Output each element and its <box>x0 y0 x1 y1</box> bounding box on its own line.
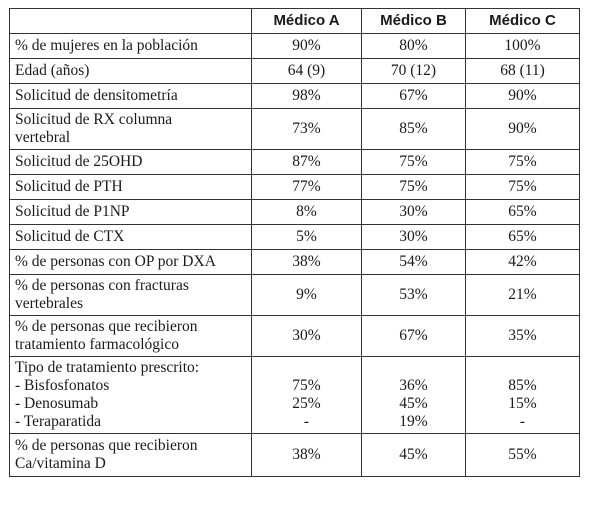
treatment-value: 19% <box>399 413 428 430</box>
value-medico-a: 5% <box>251 224 362 250</box>
treatment-values-medico-b: 36% 45% 19% <box>361 356 466 434</box>
header-medico-c: Médico C <box>465 8 580 34</box>
value-medico-a: 38% <box>251 249 362 275</box>
table-row: % de personas con fracturas vertebrales … <box>9 274 580 316</box>
treatment-spacer <box>367 359 460 377</box>
value-medico-b: 53% <box>361 274 466 316</box>
row-label: Solicitud de 25OHD <box>9 149 252 175</box>
table-row: Edad (años) 64 (9) 70 (12) 68 (11) <box>9 58 580 84</box>
treatment-value: - <box>303 413 310 430</box>
value-medico-c: 68 (11) <box>465 58 580 84</box>
treatment-value: - <box>519 413 526 430</box>
value-medico-b: 67% <box>361 315 466 357</box>
treatment-title: Tipo de tratamiento prescrito: <box>15 359 200 376</box>
treatment-item-label: - Bisfosfonatos <box>15 377 110 394</box>
value-medico-b: 30% <box>361 224 466 250</box>
row-label: Edad (años) <box>9 58 252 84</box>
row-label: % de personas con OP por DXA <box>9 249 252 275</box>
value-medico-b: 80% <box>361 33 466 59</box>
row-label: Solicitud de PTH <box>9 174 252 200</box>
value-medico-b: 75% <box>361 149 466 175</box>
value-medico-a: 87% <box>251 149 362 175</box>
treatment-item-label: - Teraparatida <box>15 413 101 430</box>
treatment-spacer <box>471 359 574 377</box>
header-row: Médico A Médico B Médico C <box>9 8 580 34</box>
table-row: % de personas que recibieron tratamiento… <box>9 315 580 357</box>
value-medico-c: 65% <box>465 199 580 225</box>
treatment-values-medico-c: 85% 15% - <box>465 356 580 434</box>
value-medico-c: 35% <box>465 315 580 357</box>
row-label-line: % de personas que recibieron <box>15 318 198 335</box>
value-medico-a: 30% <box>251 315 362 357</box>
table-row: Solicitud de CTX 5% 30% 65% <box>9 224 580 250</box>
row-label: % de personas que recibieron tratamiento… <box>9 315 252 357</box>
header-medico-a: Médico A <box>251 8 362 34</box>
row-label: % de personas con fracturas vertebrales <box>9 274 252 316</box>
table-row: % de personas con OP por DXA 38% 54% 42% <box>9 249 580 275</box>
row-label-line: Ca/vitamina D <box>15 455 106 472</box>
value-medico-b: 85% <box>361 108 466 150</box>
table-row: Solicitud de densitometría 98% 67% 90% <box>9 83 580 109</box>
value-medico-a: 77% <box>251 174 362 200</box>
value-medico-b: 75% <box>361 174 466 200</box>
row-label: Solicitud de densitometría <box>9 83 252 109</box>
treatment-value: 75% <box>292 377 321 394</box>
row-label-line: Solicitud de RX columna <box>15 111 173 128</box>
row-label-line: % de personas con fracturas <box>15 277 189 294</box>
table-row: % de mujeres en la población 90% 80% 100… <box>9 33 580 59</box>
value-medico-b: 67% <box>361 83 466 109</box>
value-medico-c: 100% <box>465 33 580 59</box>
header-empty <box>9 8 252 34</box>
treatment-value: 15% <box>508 395 537 412</box>
row-label: Solicitud de CTX <box>9 224 252 250</box>
value-medico-c: 21% <box>465 274 580 316</box>
value-medico-b: 70 (12) <box>361 58 466 84</box>
value-medico-a: 8% <box>251 199 362 225</box>
row-label: % de mujeres en la población <box>9 33 252 59</box>
table-row: Solicitud de PTH 77% 75% 75% <box>9 174 580 200</box>
row-label-line: tratamiento farmacológico <box>15 336 179 353</box>
value-medico-c: 55% <box>465 433 580 477</box>
treatment-values-medico-a: 75% 25% - <box>251 356 362 434</box>
treatment-spacer <box>257 359 356 377</box>
value-medico-c: 65% <box>465 224 580 250</box>
value-medico-c: 42% <box>465 249 580 275</box>
comparison-table: Médico A Médico B Médico C % de mujeres … <box>9 8 580 477</box>
value-medico-a: 64 (9) <box>251 58 362 84</box>
value-medico-b: 54% <box>361 249 466 275</box>
value-medico-a: 73% <box>251 108 362 150</box>
value-medico-b: 45% <box>361 433 466 477</box>
table-row: % de personas que recibieron Ca/vitamina… <box>9 433 580 477</box>
value-medico-c: 75% <box>465 149 580 175</box>
value-medico-a: 90% <box>251 33 362 59</box>
row-label: Solicitud de P1NP <box>9 199 252 225</box>
treatment-value: 25% <box>292 395 321 412</box>
row-label: % de personas que recibieron Ca/vitamina… <box>9 433 252 477</box>
value-medico-c: 90% <box>465 108 580 150</box>
treatment-item-label: - Denosumab <box>15 395 99 412</box>
treatment-label-cell: Tipo de tratamiento prescrito: - Bisfosf… <box>9 356 252 434</box>
value-medico-c: 75% <box>465 174 580 200</box>
value-medico-a: 98% <box>251 83 362 109</box>
value-medico-a: 38% <box>251 433 362 477</box>
value-medico-c: 90% <box>465 83 580 109</box>
treatment-value: 36% <box>399 377 428 394</box>
treatment-value: 85% <box>508 377 537 394</box>
row-label-line: vertebrales <box>15 295 83 312</box>
value-medico-b: 30% <box>361 199 466 225</box>
row-label-line: vertebral <box>15 129 71 146</box>
table-row: Solicitud de 25OHD 87% 75% 75% <box>9 149 580 175</box>
treatment-value: 45% <box>399 395 428 412</box>
treatment-row: Tipo de tratamiento prescrito: - Bisfosf… <box>9 356 580 434</box>
value-medico-a: 9% <box>251 274 362 316</box>
table-row: Solicitud de P1NP 8% 30% 65% <box>9 199 580 225</box>
row-label-line: % de personas que recibieron <box>15 437 198 454</box>
row-label: Solicitud de RX columna vertebral <box>9 108 252 150</box>
header-medico-b: Médico B <box>361 8 466 34</box>
table-row: Solicitud de RX columna vertebral 73% 85… <box>9 108 580 150</box>
